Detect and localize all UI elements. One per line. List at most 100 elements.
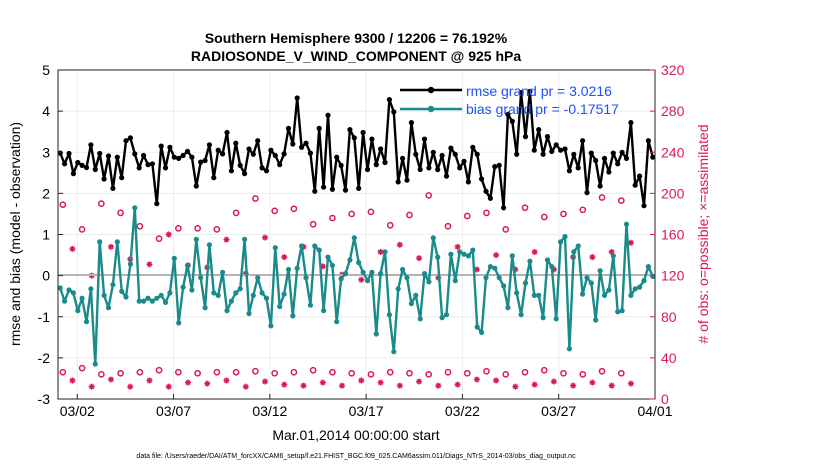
- bias-point-31: [193, 236, 199, 242]
- bias-point-18: [136, 298, 142, 304]
- rmse-point-2: [66, 150, 72, 157]
- obs_possible_low-point-2: [97, 370, 105, 378]
- bias-point-85: [430, 235, 436, 241]
- rmse-point-106: [522, 134, 529, 140]
- bias-point-84: [426, 279, 432, 285]
- y-tick-label-8: 5: [42, 62, 50, 78]
- bias-point-48: [268, 323, 274, 329]
- obs_possible_high-point-15: [348, 210, 356, 218]
- rmse-point-7: [88, 142, 94, 148]
- bias-point-7: [88, 286, 94, 292]
- rmse-point-49: [272, 152, 278, 159]
- rmse-point-46: [259, 165, 265, 171]
- obs_possible_low-point-26: [560, 369, 567, 377]
- rmse-point-109: [536, 127, 542, 133]
- rmse-point-113: [553, 142, 559, 148]
- bias-point-96: [479, 329, 485, 335]
- bias-point-0: [57, 285, 63, 291]
- bias-point-63: [334, 319, 340, 325]
- bias-point-106: [522, 280, 529, 286]
- obs_possible_low-point-4: [136, 368, 144, 376]
- bias-point-62: [329, 262, 335, 268]
- bias-point-115: [562, 234, 568, 240]
- rmse-point-135: [650, 154, 656, 160]
- obs_assimilated_low-point-4: [146, 377, 153, 384]
- rmse-point-56: [303, 140, 309, 146]
- obs_possible_low-point-12: [290, 368, 298, 376]
- bias-point-89: [448, 251, 454, 257]
- rmse-point-6: [83, 164, 90, 171]
- obs_possible_low-point-1: [78, 364, 86, 372]
- rmse-point-32: [198, 159, 204, 165]
- rmse-point-14: [119, 175, 125, 181]
- rmse-point-119: [580, 138, 586, 144]
- bias-point-133: [641, 278, 647, 284]
- x-axis-label: Mar.01,2014 00:00:00 start: [272, 427, 439, 443]
- bias-point-112: [549, 264, 555, 270]
- bias-point-54: [294, 265, 300, 271]
- bias-point-36: [215, 292, 221, 298]
- bias-point-10: [101, 292, 107, 298]
- bias-point-19: [141, 298, 147, 304]
- obs_possible_high-point-1: [78, 226, 86, 233]
- obs_possible_high-point-8: [213, 226, 221, 233]
- rmse-point-77: [395, 179, 401, 185]
- y2-axis-label: # of obs: o=possible; ×=assimilated: [695, 124, 711, 343]
- obs_assimilated_low-point-28: [608, 382, 615, 389]
- rmse-point-44: [250, 151, 256, 157]
- x-tick-label-4: 03/22: [445, 403, 480, 419]
- rmse-point-36: [215, 147, 221, 153]
- obs_possible_high-point-3: [117, 209, 124, 217]
- rmse-point-58: [312, 188, 318, 194]
- rmse-point-3: [70, 171, 76, 177]
- rmse-point-125: [606, 169, 612, 175]
- bias-point-58: [312, 243, 318, 249]
- obs_assimilated_low-point-8: [223, 377, 230, 384]
- obs_possible_low-point-28: [598, 367, 606, 375]
- obs_possible_low-point-23: [502, 370, 510, 378]
- bias-point-11: [105, 305, 112, 311]
- rmse-point-8: [92, 166, 98, 173]
- x-tick-label-0: 03/02: [60, 403, 95, 419]
- obs_possible_high-point-25: [540, 213, 548, 221]
- rmse-point-128: [619, 149, 625, 155]
- bias-point-66: [347, 257, 353, 263]
- x-tick-label-2: 03/12: [252, 403, 287, 419]
- rmse-point-98: [487, 195, 493, 201]
- obs_assimilated_high-point-0: [69, 245, 76, 252]
- obs_assimilated_high-point-4: [146, 261, 153, 268]
- rmse-line: [59, 90, 654, 210]
- obs_possible_high-point-9: [232, 209, 240, 217]
- chart-title: Southern Hemisphere 9300 / 12206 = 76.19…: [205, 30, 508, 46]
- rmse-point-26: [171, 154, 177, 160]
- rmse-point-54: [294, 95, 300, 101]
- obs_possible_low-point-11: [271, 369, 279, 377]
- rmse-point-30: [189, 154, 195, 160]
- bias-point-65: [342, 271, 349, 277]
- rmse-point-57: [307, 150, 313, 156]
- y-tick-label-7: 4: [42, 103, 50, 119]
- rmse-point-92: [461, 158, 467, 164]
- bias-point-14: [119, 288, 125, 294]
- rmse-point-41: [237, 162, 243, 168]
- rmse-point-4: [75, 159, 81, 166]
- obs_assimilated_high-point-23: [512, 266, 519, 273]
- rmse-point-126: [610, 150, 616, 156]
- rmse-point-123: [597, 183, 603, 189]
- rmse-point-63: [334, 154, 340, 160]
- rmse-point-74: [382, 159, 388, 166]
- rmse-point-82: [417, 166, 423, 173]
- bias-point-37: [220, 269, 226, 275]
- bias-point-34: [206, 242, 212, 248]
- y2-tick-label-5: 200: [661, 185, 685, 201]
- obs_assimilated_high-point-2: [107, 243, 114, 250]
- bias-point-51: [281, 291, 287, 297]
- axes: -3 -2 -1 0 1 2 3 4 5 0 40 80 120 160 200 240 280 320 03/02…: [38, 62, 685, 419]
- bias-point-109: [536, 292, 542, 298]
- obs_possible_low-point-27: [579, 370, 587, 378]
- y2-tick-label-1: 40: [661, 350, 677, 366]
- y2-tick-label-6: 240: [661, 144, 685, 160]
- bias-point-86: [435, 254, 441, 260]
- bias-point-13: [114, 239, 120, 245]
- rmse-point-84: [426, 165, 432, 171]
